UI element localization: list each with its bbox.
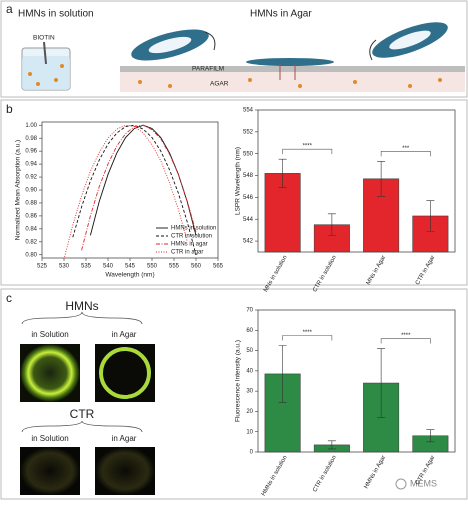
y-tick-label: 542 — [243, 239, 254, 245]
y-tick-label: 0.94 — [25, 162, 37, 168]
y-tick-label: 10 — [246, 429, 253, 435]
y-tick-label: 40 — [246, 368, 253, 374]
image-label: in Agar — [112, 434, 137, 443]
significance-label: **** — [303, 144, 313, 150]
x-tick-label: 530 — [59, 264, 70, 270]
y-tick-label: 0.80 — [25, 252, 37, 258]
y-axis-label: Fluorescence Intensity (a.u.) — [235, 340, 242, 422]
significance-label: *** — [402, 146, 410, 152]
line-series — [63, 124, 188, 258]
plot-frame — [257, 309, 456, 453]
image-label: in Solution — [31, 434, 68, 443]
y-tick-label: 552 — [243, 129, 254, 135]
x-tick-label: 540 — [103, 264, 114, 270]
y-tick-label: 60 — [246, 328, 253, 334]
brace — [21, 311, 143, 325]
x-tick-label: 565 — [213, 264, 224, 270]
error-bar — [278, 158, 287, 188]
significance-bracket — [282, 335, 333, 341]
parafilm-label: PARAFILM — [192, 66, 224, 73]
y-tick-label: 550 — [243, 151, 254, 157]
y-tick-label: 0.82 — [25, 239, 37, 245]
y-tick-label: 546 — [243, 195, 254, 201]
y-tick-label: 0.90 — [25, 188, 37, 194]
error-bar — [278, 345, 287, 403]
error-bar — [327, 440, 336, 450]
significance-bracket — [380, 338, 431, 344]
legend-label: CTR in solution — [171, 234, 212, 240]
y-tick-label: 0.96 — [25, 149, 37, 155]
micrograph — [95, 344, 155, 402]
y-tick-label: 0 — [250, 450, 254, 456]
significance-bracket — [380, 151, 431, 157]
error-bar — [426, 200, 435, 232]
line-series — [72, 124, 197, 255]
error-bar — [377, 161, 386, 197]
y-tick-label: 20 — [246, 409, 253, 415]
panel-letter: c — [6, 291, 12, 305]
micrograph — [95, 447, 155, 495]
significance-label: **** — [303, 330, 313, 336]
ctr-label: CTR — [70, 407, 95, 421]
x-axis-label: Wavelength (nm) — [105, 272, 154, 279]
y-tick-label: 0.84 — [25, 226, 37, 232]
y-tick-label: 30 — [246, 389, 253, 395]
panel-letter: b — [6, 102, 13, 116]
x-tick-label: 550 — [147, 264, 158, 270]
x-tick-label: 545 — [125, 264, 136, 270]
agar-label: AGAR — [210, 81, 229, 88]
y-tick-label: 544 — [243, 217, 254, 223]
hmns-label: HMNs — [65, 299, 98, 313]
line-series — [81, 124, 197, 251]
watermark: MEMS — [410, 478, 437, 488]
x-tick-label: 555 — [169, 264, 180, 270]
panel-letter: a — [6, 2, 13, 16]
error-bar — [327, 213, 336, 236]
legend-label: HMNs in agar — [171, 242, 208, 248]
x-tick-label: 560 — [191, 264, 202, 270]
significance-bracket — [282, 148, 333, 155]
y-tick-label: 548 — [243, 173, 254, 179]
brace — [21, 420, 143, 433]
micrograph — [20, 344, 80, 402]
y-tick-label: 0.98 — [25, 136, 37, 142]
y-axis-label: Normalized Mean Absorption (a.u.) — [15, 140, 22, 240]
legend-label: CTR in agar — [171, 250, 203, 256]
agar-schematic — [120, 22, 465, 92]
x-tick-label: 535 — [81, 264, 92, 270]
y-tick-label: 50 — [246, 348, 253, 354]
y-tick-label: 554 — [243, 108, 254, 114]
plot-frame — [257, 109, 456, 253]
image-label: in Agar — [112, 330, 137, 339]
legend-label: HMNs in solution — [171, 226, 216, 232]
y-axis-label: LSPR Wavelength (nm) — [235, 147, 242, 215]
right-title: HMNs in Agar — [250, 9, 312, 20]
y-tick-label: 0.92 — [25, 175, 37, 181]
beaker — [21, 41, 71, 91]
y-tick-label: 70 — [246, 308, 253, 314]
image-label: in Solution — [31, 330, 68, 339]
watermark-icon — [395, 478, 407, 490]
y-tick-label: 1.00 — [25, 123, 37, 129]
biotin-label: BIOTIN — [33, 35, 55, 42]
left-title: HMNs in solution — [18, 9, 94, 20]
y-tick-label: 0.86 — [25, 213, 37, 219]
x-tick-label: 525 — [37, 264, 48, 270]
significance-label: **** — [401, 333, 411, 339]
micrograph — [20, 447, 80, 495]
error-bar — [377, 348, 386, 418]
micrograph-ring — [99, 347, 151, 399]
y-tick-label: 0.88 — [25, 201, 37, 207]
error-bar — [426, 429, 435, 443]
